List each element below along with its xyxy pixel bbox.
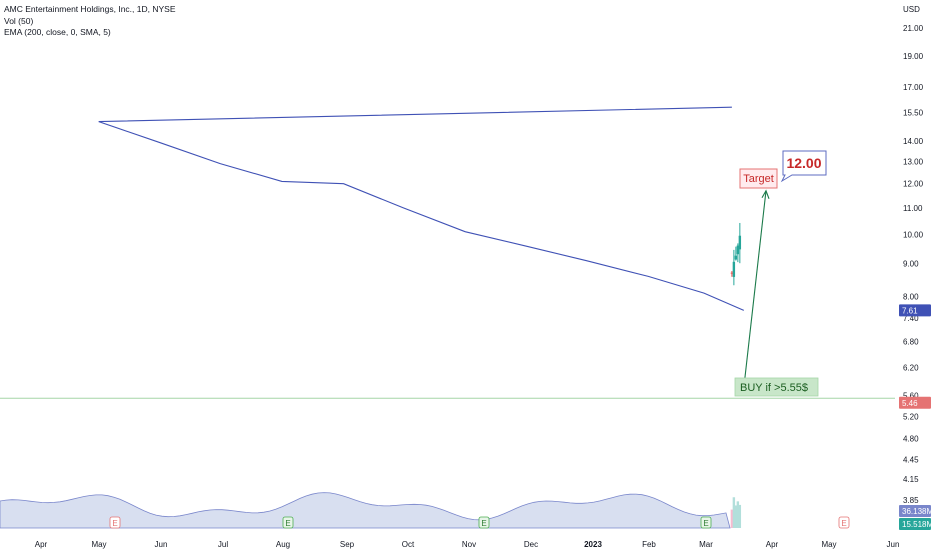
x-tick-label: Sep xyxy=(340,540,355,549)
candle-body xyxy=(732,261,736,277)
candle-body xyxy=(730,272,734,274)
x-tick-label: Dec xyxy=(524,540,538,549)
earnings-marker: E xyxy=(109,516,121,529)
chart-legend: AMC Entertainment Holdings, Inc., 1D, NY… xyxy=(4,4,176,39)
vol-sma-badge: 36.138M xyxy=(902,507,932,516)
earnings-marker: E xyxy=(478,516,490,529)
axis-unit: USD xyxy=(903,5,920,14)
y-tick-label: 13.00 xyxy=(903,157,924,166)
x-tick-label: Aug xyxy=(276,540,290,549)
volume-bar xyxy=(738,504,742,528)
ema-indicator-label[interactable]: EMA (200, close, 0, SMA, 5) xyxy=(4,27,111,37)
x-tick-label: 2023 xyxy=(584,540,602,549)
x-tick-label: Apr xyxy=(766,540,779,549)
x-tick-label: May xyxy=(821,540,836,549)
target-value: 12.00 xyxy=(786,155,821,171)
candle-body xyxy=(738,235,742,250)
y-tick-label: 6.20 xyxy=(903,363,919,372)
y-tick-label: 4.45 xyxy=(903,456,919,465)
x-tick-label: Oct xyxy=(402,540,415,549)
vol-sma-badge-bg xyxy=(899,505,931,517)
vol-badge: 15.518M xyxy=(902,520,932,529)
y-tick-label: 19.00 xyxy=(903,52,924,61)
volume-bar xyxy=(734,505,738,528)
earnings-marker: E xyxy=(282,516,294,529)
target-arrow xyxy=(743,190,767,387)
volume-indicator-label[interactable]: Vol (50) xyxy=(4,15,34,26)
x-tick-label: Mar xyxy=(699,540,713,549)
earnings-marker: E xyxy=(700,516,712,529)
volume-sma-area xyxy=(0,492,731,529)
close-badge: 5.46 xyxy=(902,399,918,408)
vol-badge-bg xyxy=(899,518,931,530)
target-label: Target xyxy=(743,173,774,185)
x-tick-label: May xyxy=(91,540,106,549)
earnings-letter: E xyxy=(112,519,117,528)
candle-body xyxy=(734,255,738,260)
y-tick-label: 8.00 xyxy=(903,293,919,302)
price-axis: USD 21.00 19.00 17.00 15.50 14.00 13.00 12.00 11… xyxy=(903,5,924,505)
volume-bar xyxy=(736,501,740,528)
y-tick-label: 4.80 xyxy=(903,435,919,444)
x-tick-label: Jun xyxy=(887,540,900,549)
y-tick-label: 6.80 xyxy=(903,338,919,347)
candle-body xyxy=(736,245,740,255)
buy-label-box xyxy=(734,377,819,397)
x-tick-label: Jun xyxy=(155,540,168,549)
close-badge-bg xyxy=(899,396,931,409)
target-value-box xyxy=(780,150,827,183)
time-axis: Apr May Jun Jul Aug Sep Oct Nov Dec 2023 Feb Mar Apr… xyxy=(35,540,900,549)
symbol-title[interactable]: AMC Entertainment Holdings, Inc., 1D, NY… xyxy=(4,4,176,14)
volume-bar xyxy=(732,497,736,528)
earnings-letter: E xyxy=(703,519,708,528)
earnings-letter: E xyxy=(285,519,290,528)
candles-group xyxy=(730,222,742,286)
ema-badge-bg xyxy=(899,304,931,317)
y-tick-label: 7.40 xyxy=(903,314,919,323)
y-tick-label: 3.85 xyxy=(903,496,919,505)
y-tick-label: 15.50 xyxy=(903,108,924,117)
y-tick-label: 12.00 xyxy=(903,180,924,189)
earnings-letter: E xyxy=(841,519,846,528)
target-label-box xyxy=(739,168,778,189)
buy-label: BUY if >5.55$ xyxy=(740,382,808,394)
earnings-marker: E xyxy=(838,516,850,529)
y-tick-label: 14.00 xyxy=(903,137,924,146)
x-tick-label: Feb xyxy=(642,540,656,549)
y-tick-label: 21.00 xyxy=(903,24,924,33)
ema-line xyxy=(98,106,745,311)
volume-bar xyxy=(730,509,734,528)
y-tick-label: 10.00 xyxy=(903,230,924,239)
x-tick-label: Nov xyxy=(462,540,476,549)
earnings-letter: E xyxy=(481,519,486,528)
x-tick-label: Apr xyxy=(35,540,48,549)
y-tick-label: 11.00 xyxy=(903,204,923,213)
target-arrowhead xyxy=(761,189,770,199)
y-tick-label: 9.00 xyxy=(903,260,919,269)
ema-badge: 7.61 xyxy=(902,306,918,315)
y-tick-label: 5.20 xyxy=(903,412,919,421)
y-tick-label: 17.00 xyxy=(903,83,924,92)
x-tick-label: Jul xyxy=(218,540,228,549)
y-tick-label: 5.60 xyxy=(903,392,919,401)
volume-bars-group xyxy=(730,497,742,528)
y-tick-label: 4.15 xyxy=(903,475,919,484)
